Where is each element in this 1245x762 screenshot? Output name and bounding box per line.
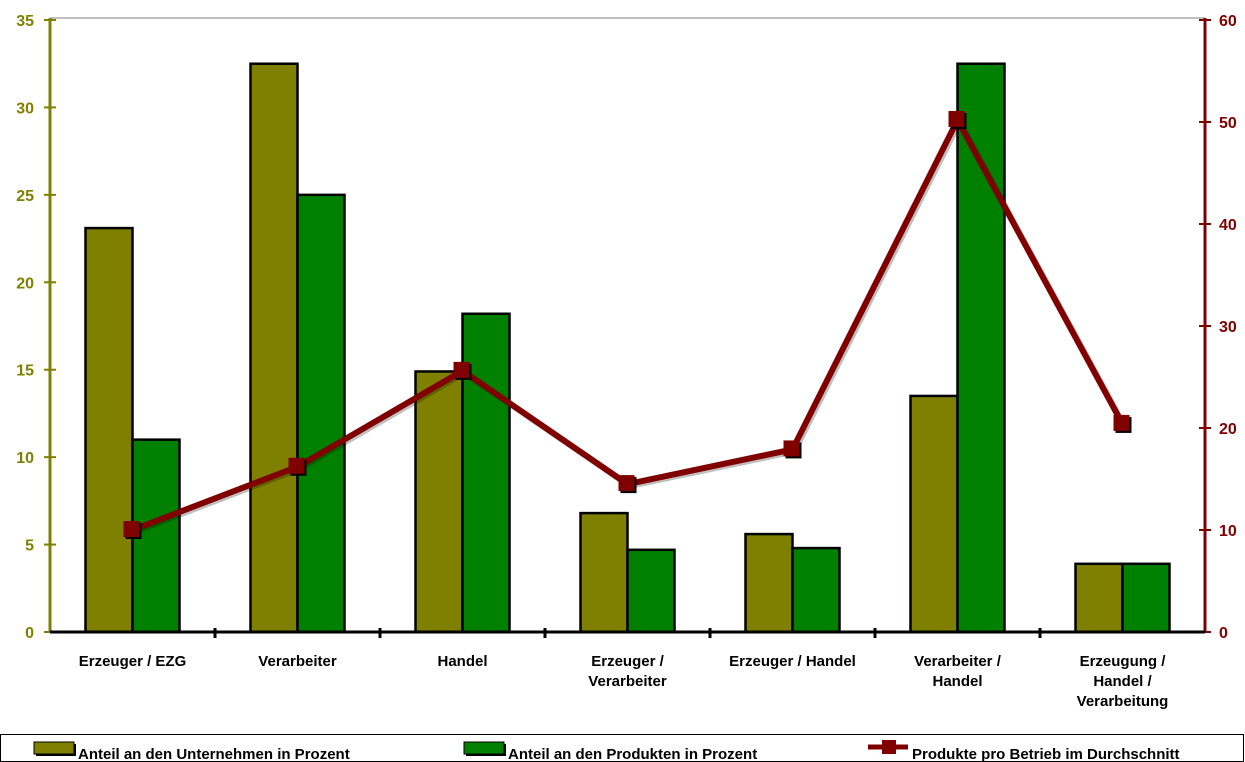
- category-label-7-3: Verarbeitung: [1077, 693, 1169, 710]
- y-left-tick-label-1: 5: [25, 538, 34, 555]
- y-right-tick-label-0: 0: [1219, 625, 1228, 642]
- category-label-6-2: Handel: [932, 673, 982, 690]
- legend-marker-3: [882, 740, 896, 754]
- category-label-2-1: Verarbeiter: [258, 653, 337, 670]
- category-label-4-2: Verarbeiter: [588, 673, 667, 690]
- category-label-4-1: Erzeuger /: [591, 653, 664, 670]
- y-left-tick-label-4: 20: [16, 275, 34, 292]
- category-label-6-1: Verarbeiter /: [914, 653, 1002, 670]
- bar-s2-2: [296, 193, 346, 634]
- line-layer: [123, 110, 1132, 539]
- y-left-tick-label-5: 25: [16, 188, 34, 205]
- category-label-1-1: Erzeuger / EZG: [79, 653, 187, 670]
- line-marker-2: [288, 457, 305, 474]
- bar-s2-4: [626, 548, 676, 634]
- line-marker-5: [783, 440, 800, 457]
- bar-s2-3: [461, 312, 511, 634]
- category-label-3-1: Handel: [437, 653, 487, 670]
- bar-s2-7: [1121, 562, 1171, 634]
- bar-s1-4: [579, 511, 629, 634]
- legend-swatch-2: [463, 741, 505, 755]
- bar-s2-5: [791, 546, 841, 634]
- y-left-tick-label-7: 35: [16, 13, 34, 30]
- line-marker-1: [123, 521, 140, 537]
- legend-swatch-1: [33, 741, 75, 755]
- category-label-5-1: Erzeuger / Handel: [729, 653, 856, 670]
- legend-label-3: Produkte pro Betrieb im Durchschnitt: [912, 746, 1180, 762]
- y-right-tick-label-5: 50: [1219, 115, 1237, 132]
- y-right-tick-label-4: 40: [1219, 217, 1237, 234]
- y-left-tick-label-0: 0: [25, 625, 34, 642]
- bar-s1-6: [909, 394, 959, 634]
- bar-s1-3: [414, 370, 464, 634]
- line-marker-4: [618, 475, 635, 492]
- legend-label-2: Anteil an den Produkten in Prozent: [508, 746, 757, 762]
- bar-s1-7: [1074, 562, 1124, 634]
- category-label-7-1: Erzeugung /: [1080, 653, 1167, 670]
- y-right-tick-label-1: 10: [1219, 523, 1237, 540]
- y-left-tick-label-2: 10: [16, 450, 34, 467]
- legend: Anteil an den Unternehmen in Prozent Ante…: [0, 734, 1244, 762]
- legend-label-1: Anteil an den Unternehmen in Prozent: [78, 746, 350, 762]
- y-left-tick-label-6: 30: [16, 100, 34, 117]
- category-label-7-2: Handel /: [1093, 673, 1152, 690]
- y-right-tick-label-6: 60: [1219, 13, 1237, 30]
- y-left-tick-label-3: 15: [16, 363, 34, 380]
- legend-box: [0, 734, 1244, 762]
- bar-s1-5: [744, 532, 794, 634]
- y-right-tick-label-2: 20: [1219, 421, 1237, 438]
- y-right-tick-label-3: 30: [1219, 319, 1237, 336]
- bars-layer: [84, 62, 1171, 634]
- bar-s1-1: [84, 226, 134, 634]
- axes-layer: [44, 17, 1211, 638]
- line-marker-6: [948, 110, 965, 127]
- bar-s1-2: [249, 62, 299, 634]
- line-marker-7: [1113, 414, 1130, 431]
- line-marker-3: [453, 361, 470, 378]
- bar-s2-6: [956, 62, 1006, 634]
- labels-layer: 0 5 10 15 20 25 30 35 0 10 20 30 40 50 60 Erzeuger / EZ…: [16, 13, 1237, 710]
